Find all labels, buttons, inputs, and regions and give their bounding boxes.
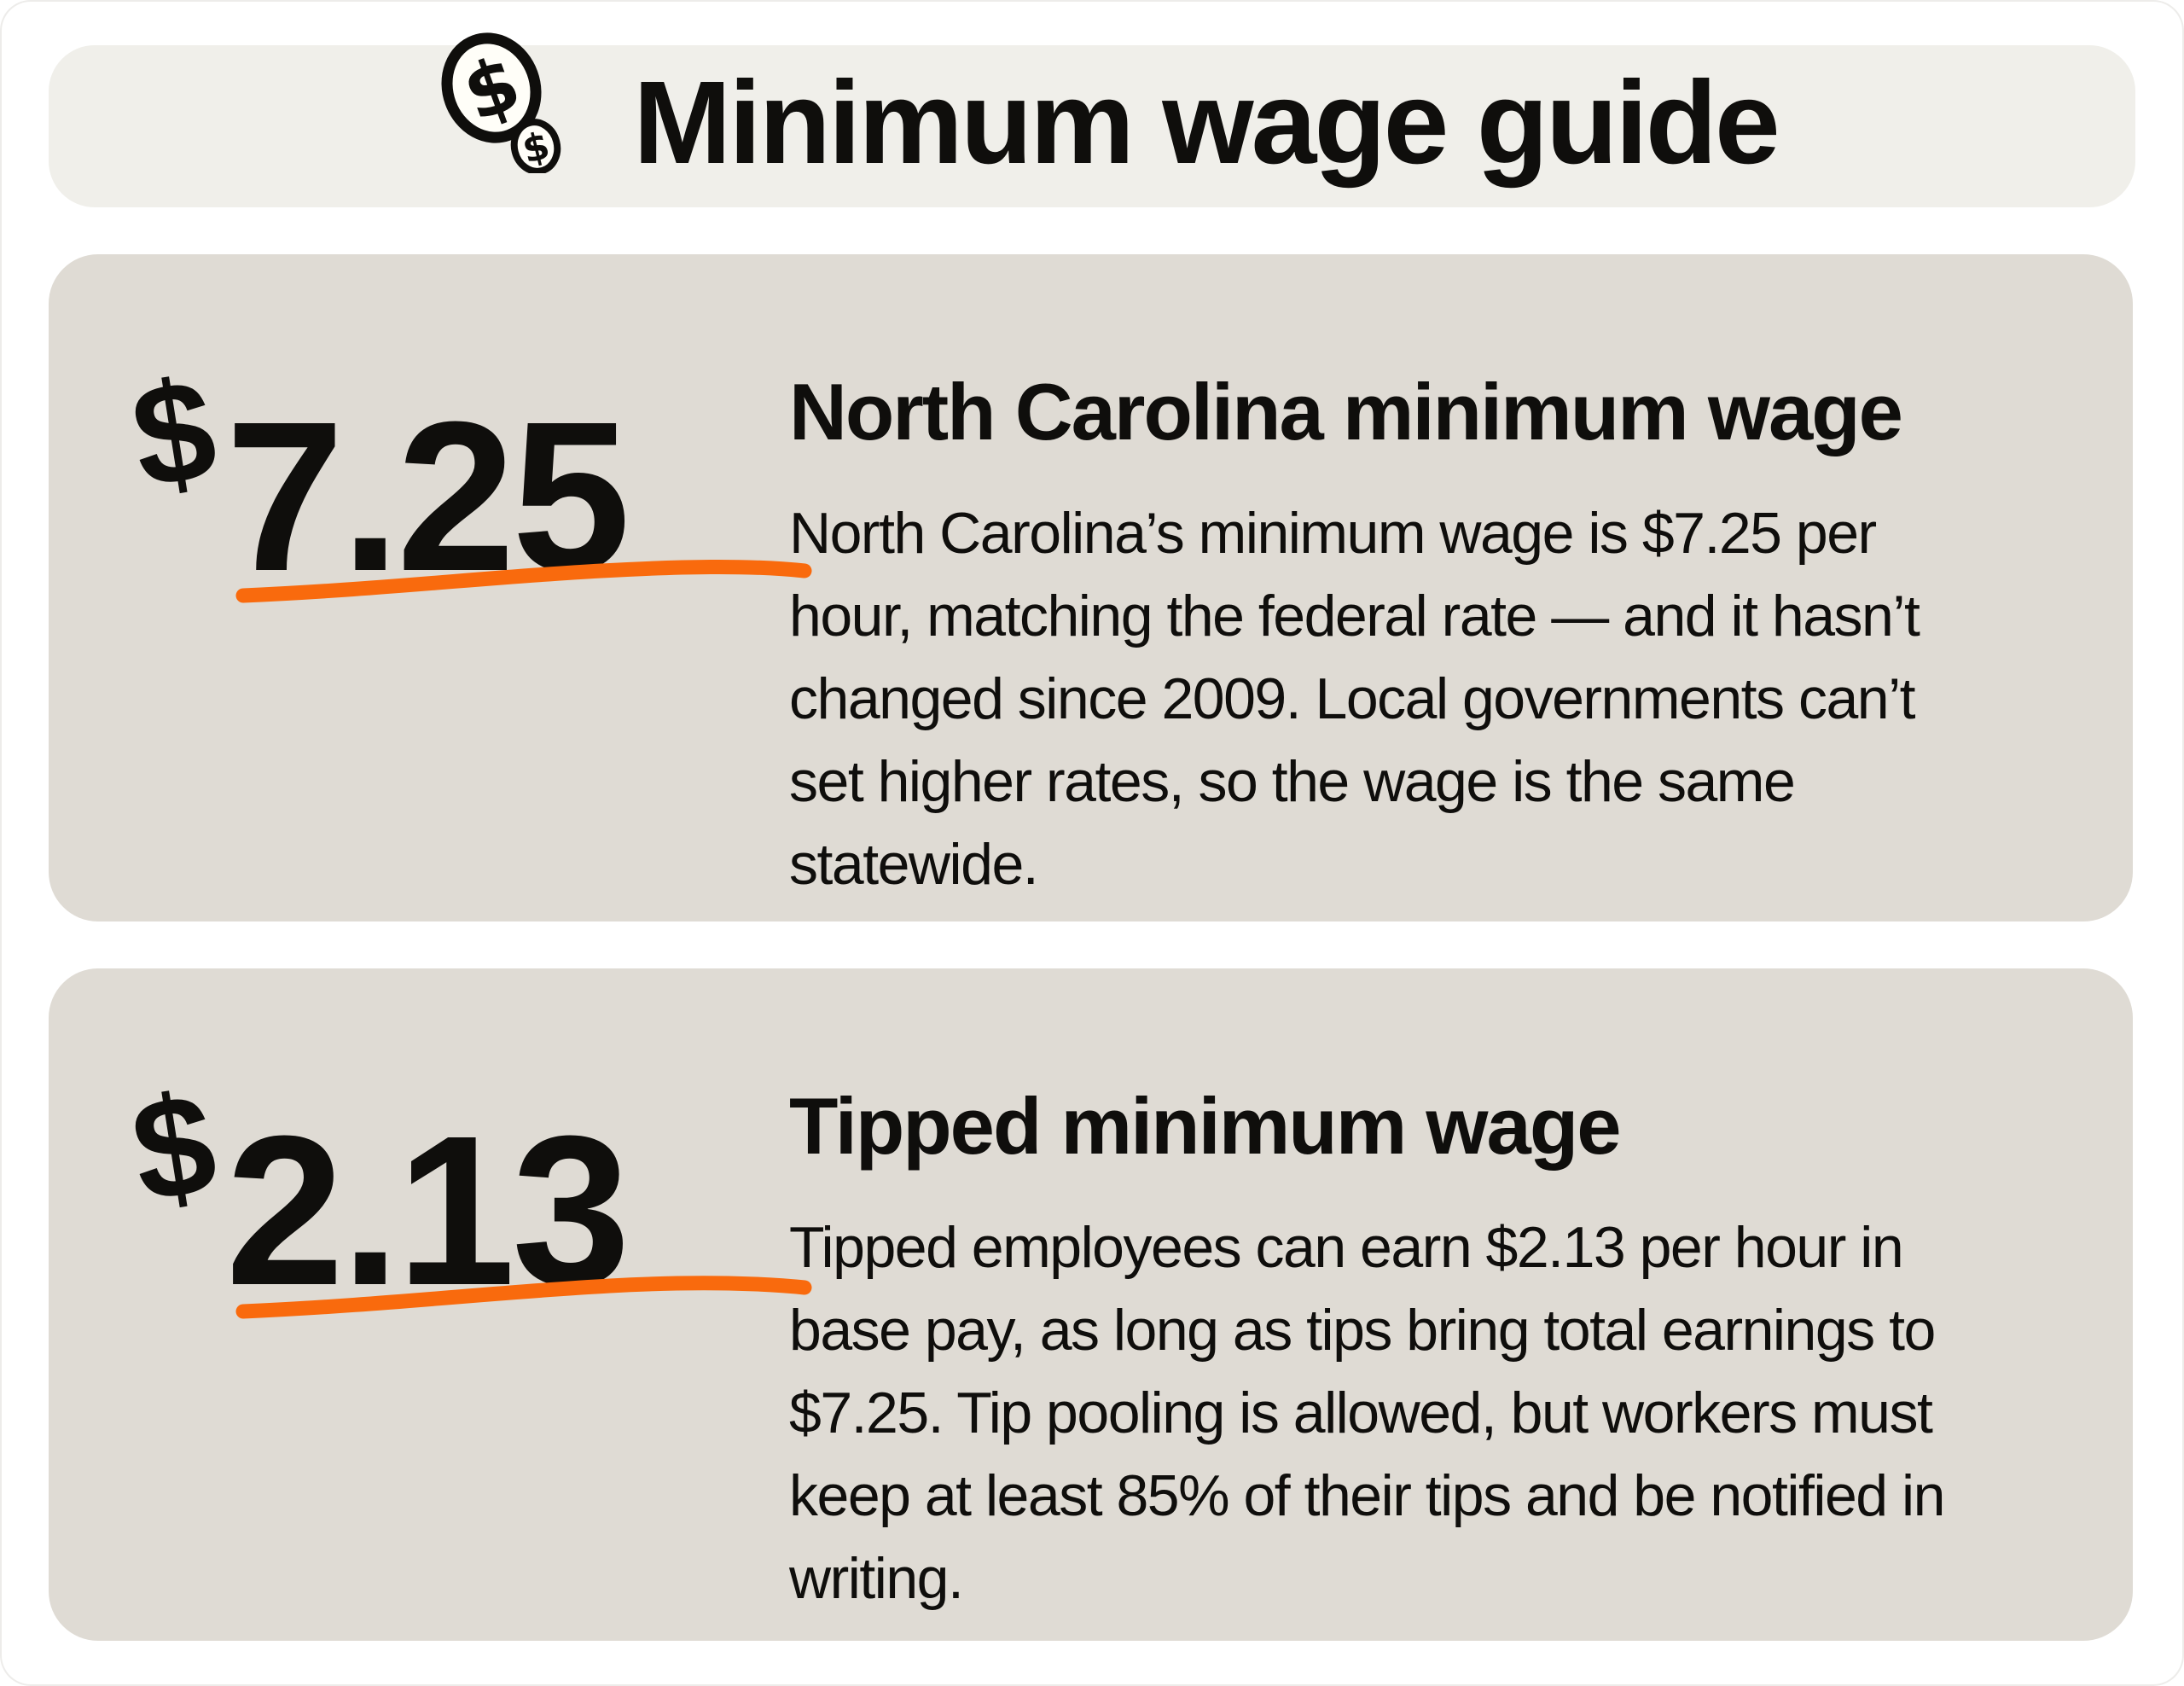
card-state-minimum-wage: $7.25 North Carolina minimum wage North … — [49, 254, 2133, 921]
state-wage-amount: $7.25 — [122, 254, 812, 603]
state-wage-description: North Carolina’s minimum wage is $7.25 p… — [789, 501, 1920, 898]
tipped-wage-amount: $2.13 — [122, 968, 812, 1319]
tipped-wage-value: 2.13 — [225, 1091, 630, 1329]
state-wage-text: North Carolina minimum wage North Caroli… — [789, 254, 2137, 906]
page-title: Minimum wage guide — [633, 57, 1780, 189]
tipped-wage-text: Tipped minimum wage Tipped employees can… — [789, 968, 2137, 1620]
card-tipped-minimum-wage: $2.13 Tipped minimum wage Tipped employe… — [49, 968, 2133, 1641]
hand-drawn-underline — [235, 559, 812, 603]
dollar-coins-icon: $ $ — [441, 32, 561, 173]
tipped-wage-description: Tipped employees can earn $2.13 per hour… — [789, 1215, 1945, 1612]
tipped-wage-heading: Tipped minimum wage — [789, 1081, 1622, 1171]
dollar-sign: $ — [121, 1062, 224, 1233]
state-wage-heading: North Carolina minimum wage — [789, 367, 1903, 456]
dollar-sign: $ — [121, 348, 224, 519]
header-pill: $ $ Minimum wage guide — [49, 32, 2135, 207]
hand-drawn-underline — [235, 1276, 812, 1319]
